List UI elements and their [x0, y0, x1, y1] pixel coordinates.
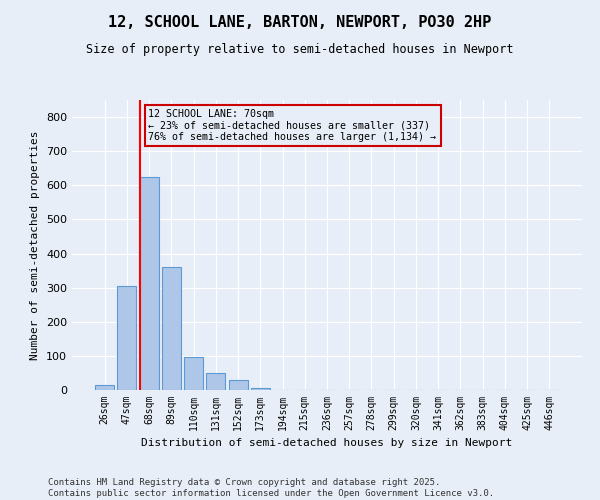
Text: Contains HM Land Registry data © Crown copyright and database right 2025.
Contai: Contains HM Land Registry data © Crown c…: [48, 478, 494, 498]
Bar: [184, 356, 203, 390]
Y-axis label: Number of semi-detached properties: Number of semi-detached properties: [31, 130, 40, 360]
Bar: [229, 380, 248, 390]
Text: 12, SCHOOL LANE, BARTON, NEWPORT, PO30 2HP: 12, SCHOOL LANE, BARTON, NEWPORT, PO30 2…: [109, 15, 491, 30]
Bar: [251, 388, 270, 390]
Bar: [140, 177, 158, 390]
Bar: [206, 373, 225, 390]
X-axis label: Distribution of semi-detached houses by size in Newport: Distribution of semi-detached houses by …: [142, 438, 512, 448]
Bar: [162, 267, 181, 390]
Bar: [118, 286, 136, 390]
Bar: [95, 385, 114, 390]
Text: 12 SCHOOL LANE: 70sqm
← 23% of semi-detached houses are smaller (337)
76% of sem: 12 SCHOOL LANE: 70sqm ← 23% of semi-deta…: [149, 108, 437, 142]
Text: Size of property relative to semi-detached houses in Newport: Size of property relative to semi-detach…: [86, 42, 514, 56]
